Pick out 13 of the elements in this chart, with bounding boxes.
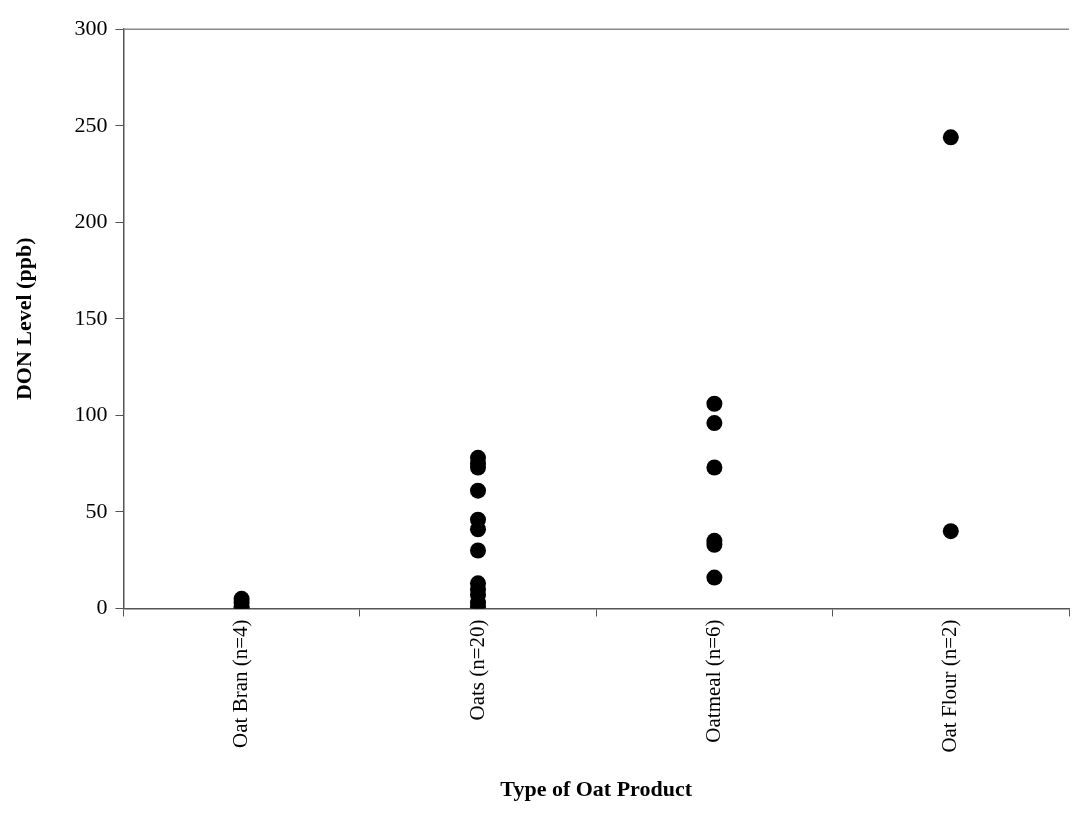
y-tick-label: 100 [74, 401, 108, 427]
x-tick-label: Oatmeal (n=6) [700, 619, 725, 743]
x-axis-title: Type of Oat Product [500, 776, 693, 802]
y-tick-label: 50 [85, 497, 108, 523]
x-tick-label: Oat Bran (n=4) [228, 619, 253, 748]
x-tick-label: Oat Flour (n=2) [937, 619, 962, 753]
y-tick-label: 0 [96, 594, 108, 620]
y-axis-title: DON Level (ppb) [10, 237, 36, 401]
y-tick-label: 150 [74, 304, 108, 330]
y-tick-label: 300 [74, 14, 108, 40]
y-tick-label: 250 [74, 111, 108, 137]
y-tick-label: 200 [74, 208, 108, 234]
x-tick-label: Oats (n=20) [464, 619, 489, 721]
